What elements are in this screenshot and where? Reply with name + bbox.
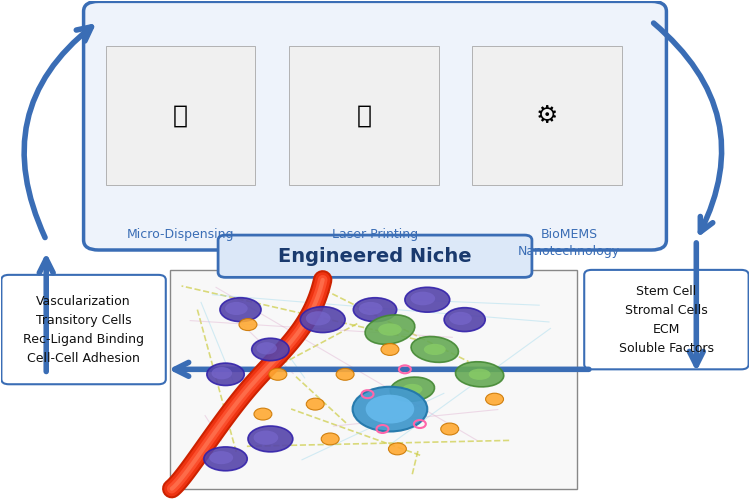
- Ellipse shape: [390, 377, 434, 402]
- Text: 🔬: 🔬: [173, 104, 188, 128]
- Circle shape: [381, 344, 399, 355]
- Ellipse shape: [358, 302, 382, 315]
- Text: Vascularization
Transitory Cells
Rec-Ligand Binding
Cell-Cell Adhesion: Vascularization Transitory Cells Rec-Lig…: [23, 294, 144, 364]
- Text: Engineered Niche: Engineered Niche: [278, 246, 472, 266]
- Text: Laser Printing: Laser Printing: [332, 228, 418, 240]
- FancyBboxPatch shape: [2, 275, 166, 384]
- Circle shape: [321, 433, 339, 445]
- FancyBboxPatch shape: [289, 46, 439, 186]
- Ellipse shape: [405, 288, 450, 312]
- Circle shape: [485, 393, 503, 405]
- Ellipse shape: [306, 311, 331, 326]
- Text: ⚙: ⚙: [536, 104, 558, 128]
- Ellipse shape: [455, 362, 504, 387]
- FancyBboxPatch shape: [83, 2, 667, 250]
- FancyBboxPatch shape: [472, 46, 622, 186]
- FancyBboxPatch shape: [584, 270, 748, 370]
- Ellipse shape: [252, 338, 289, 360]
- Ellipse shape: [469, 368, 490, 380]
- Ellipse shape: [378, 324, 402, 336]
- Ellipse shape: [300, 306, 345, 332]
- Text: 🖨: 🖨: [356, 104, 371, 128]
- Text: Micro-Dispensing: Micro-Dispensing: [127, 228, 235, 240]
- Ellipse shape: [411, 336, 458, 362]
- Ellipse shape: [225, 302, 248, 315]
- Ellipse shape: [254, 430, 278, 445]
- Ellipse shape: [449, 312, 472, 325]
- Text: BioMEMS
Nanotechnology: BioMEMS Nanotechnology: [518, 228, 620, 258]
- Circle shape: [441, 423, 459, 435]
- Circle shape: [388, 443, 406, 455]
- Ellipse shape: [211, 367, 232, 380]
- Circle shape: [239, 318, 257, 330]
- Ellipse shape: [248, 426, 292, 452]
- Circle shape: [336, 368, 354, 380]
- Ellipse shape: [220, 298, 261, 322]
- Ellipse shape: [353, 298, 397, 322]
- Ellipse shape: [402, 384, 422, 394]
- Ellipse shape: [410, 292, 435, 306]
- Ellipse shape: [366, 394, 414, 424]
- Text: Stem Cell
Stromal Cells
ECM
Soluble Factors: Stem Cell Stromal Cells ECM Soluble Fact…: [619, 284, 714, 354]
- Circle shape: [254, 408, 272, 420]
- Ellipse shape: [352, 386, 428, 432]
- Ellipse shape: [256, 342, 277, 354]
- FancyBboxPatch shape: [170, 270, 577, 488]
- Ellipse shape: [207, 363, 245, 386]
- FancyBboxPatch shape: [218, 235, 532, 278]
- FancyBboxPatch shape: [106, 46, 256, 186]
- Circle shape: [306, 398, 324, 410]
- Ellipse shape: [365, 315, 415, 344]
- Ellipse shape: [204, 447, 248, 471]
- Ellipse shape: [444, 308, 485, 332]
- Ellipse shape: [209, 451, 233, 464]
- Ellipse shape: [424, 344, 445, 355]
- Circle shape: [269, 368, 286, 380]
